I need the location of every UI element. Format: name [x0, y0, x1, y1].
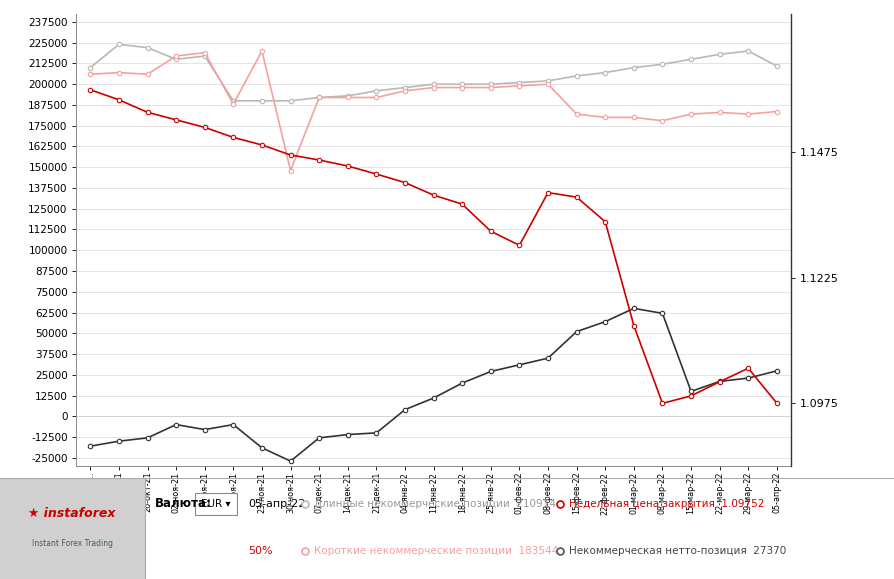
Text: ★ instaforex: ★ instaforex — [29, 507, 115, 521]
FancyBboxPatch shape — [195, 493, 237, 515]
Text: Короткие некоммерческие позиции  183544: Короткие некоммерческие позиции 183544 — [314, 546, 558, 556]
Bar — [0, 478, 145, 579]
Text: EUR ▾: EUR ▾ — [201, 499, 231, 509]
Text: Валюта:: Валюта: — [155, 497, 212, 510]
Text: Instant Forex Trading: Instant Forex Trading — [31, 540, 113, 548]
Text: Недельная цена закрытия  1.09752: Недельная цена закрытия 1.09752 — [569, 499, 764, 509]
Text: 05-апр-22: 05-апр-22 — [248, 499, 306, 509]
Text: Некоммерческая нетто-позиция  27370: Некоммерческая нетто-позиция 27370 — [569, 546, 786, 556]
Text: Длинные некоммерческие позиции  210914: Длинные некоммерческие позиции 210914 — [314, 499, 556, 509]
Text: 50%: 50% — [248, 546, 273, 556]
